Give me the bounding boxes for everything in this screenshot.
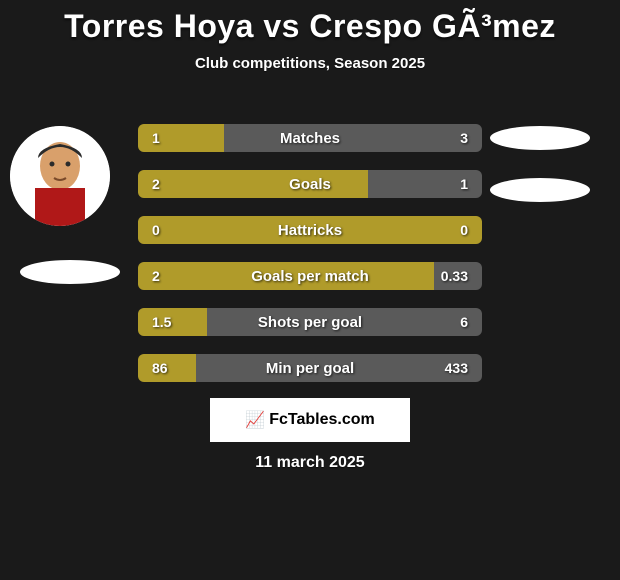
branding-badge: 📈 FcTables.com <box>210 398 410 442</box>
stat-row: 13Matches <box>138 124 482 152</box>
stat-row: 1.56Shots per goal <box>138 308 482 336</box>
stats-container: 13Matches 21Goals 00Hattricks 20.33Goals pe… <box>138 124 482 400</box>
branding-text: FcTables.com <box>269 411 375 429</box>
avatar-placeholder-icon <box>10 126 110 226</box>
stat-label: Min per goal <box>138 354 482 382</box>
stat-row: 21Goals <box>138 170 482 198</box>
page-title: Torres Hoya vs Crespo GÃ³mez <box>0 0 620 45</box>
page-subtitle: Club competitions, Season 2025 <box>0 55 620 72</box>
stat-label: Matches <box>138 124 482 152</box>
player-left-avatar <box>10 126 110 226</box>
stat-label: Goals per match <box>138 262 482 290</box>
stat-label: Goals <box>138 170 482 198</box>
chart-icon: 📈 <box>245 410 265 430</box>
date-label: 11 march 2025 <box>0 454 620 472</box>
stat-label: Hattricks <box>138 216 482 244</box>
stat-row: 00Hattricks <box>138 216 482 244</box>
placeholder-ellipse <box>490 126 590 150</box>
stat-row: 20.33Goals per match <box>138 262 482 290</box>
stat-label: Shots per goal <box>138 308 482 336</box>
stat-row: 86433Min per goal <box>138 354 482 382</box>
placeholder-ellipse <box>490 178 590 202</box>
placeholder-ellipse <box>20 260 120 284</box>
